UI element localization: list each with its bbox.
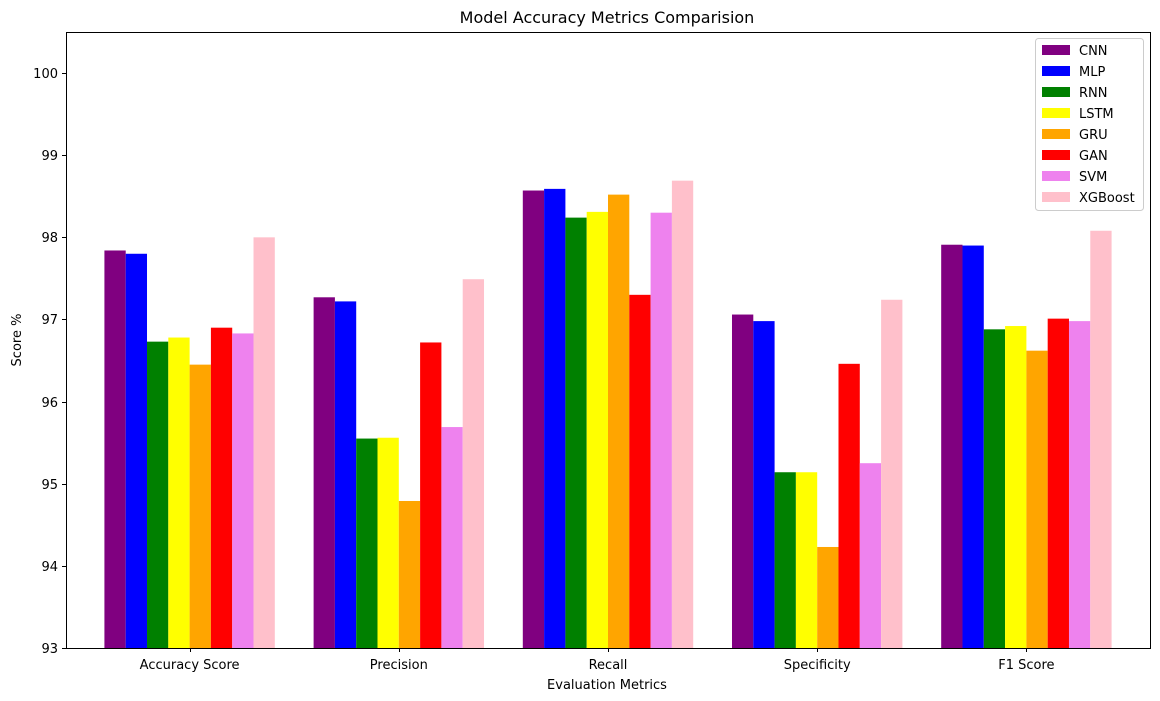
x-tick-label: Accuracy Score xyxy=(140,658,240,673)
bar-mlp-f1-score xyxy=(962,245,984,648)
legend-swatch-mlp xyxy=(1042,66,1070,76)
bar-xgboost-specificity xyxy=(881,299,903,648)
bar-rnn-precision xyxy=(356,438,378,648)
bar-xgboost-accuracy-score xyxy=(253,237,275,649)
bar-cnn-specificity xyxy=(731,314,754,648)
bars-group xyxy=(104,180,1112,649)
bar-lstm-specificity xyxy=(795,472,818,648)
y-tick-label: 95 xyxy=(41,478,58,493)
bar-svm-accuracy-score xyxy=(232,333,254,648)
y-tick-label: 100 xyxy=(33,67,58,82)
y-axis-label: Score % xyxy=(10,314,25,367)
x-tick-label: F1 Score xyxy=(998,658,1054,673)
legend-box xyxy=(1035,38,1144,211)
legend-swatch-cnn xyxy=(1042,45,1070,55)
legend-label-svm: SVM xyxy=(1079,170,1107,185)
legend-label-lstm: LSTM xyxy=(1079,107,1114,122)
y-tick-label: 93 xyxy=(41,642,58,657)
bar-mlp-recall xyxy=(544,188,566,648)
x-tick-label: Specificity xyxy=(784,658,851,673)
y-tick-label: 98 xyxy=(41,231,58,246)
legend-swatch-lstm xyxy=(1042,108,1070,118)
y-axis: 93 94 95 96 97 98 99 100 xyxy=(33,67,66,657)
bar-gru-f1-score xyxy=(1026,350,1048,648)
bar-gru-precision xyxy=(398,500,421,648)
bar-gan-recall xyxy=(629,294,651,648)
bar-cnn-accuracy-score xyxy=(104,250,126,648)
legend-label-gru: GRU xyxy=(1079,128,1108,143)
y-tick-label: 94 xyxy=(41,560,58,575)
legend-swatch-gru xyxy=(1042,129,1070,139)
bar-rnn-recall xyxy=(565,217,587,648)
y-tick-label: 99 xyxy=(41,149,58,164)
bar-cnn-f1-score xyxy=(941,244,963,648)
bar-svm-f1-score xyxy=(1068,321,1091,648)
bar-cnn-recall xyxy=(522,190,545,648)
bar-cnn-precision xyxy=(313,297,335,648)
y-tick-label: 97 xyxy=(41,313,58,328)
bar-mlp-precision xyxy=(334,301,357,648)
legend-swatch-svm xyxy=(1042,171,1070,181)
legend: CNN MLP RNN LSTM GRU GAN SVM XGBoost xyxy=(1035,38,1144,211)
x-axis-label: Evaluation Metrics xyxy=(547,678,667,693)
bar-rnn-f1-score xyxy=(983,329,1006,648)
legend-label-rnn: RNN xyxy=(1079,86,1107,101)
legend-swatch-gan xyxy=(1042,150,1070,160)
bar-svm-specificity xyxy=(859,463,882,648)
bar-xgboost-precision xyxy=(462,279,485,648)
bar-xgboost-f1-score xyxy=(1090,230,1112,648)
x-axis: Accuracy Score Precision Recall Specificity… xyxy=(140,648,1055,673)
legend-label-mlp: MLP xyxy=(1079,65,1105,80)
legend-label-cnn: CNN xyxy=(1079,44,1108,59)
bar-gru-recall xyxy=(608,194,630,648)
bar-lstm-recall xyxy=(586,211,608,648)
bar-lstm-precision xyxy=(377,437,399,648)
bar-svm-precision xyxy=(441,427,463,648)
legend-swatch-rnn xyxy=(1042,87,1070,97)
legend-label-gan: GAN xyxy=(1079,149,1108,164)
bar-lstm-accuracy-score xyxy=(168,337,190,648)
bar-rnn-specificity xyxy=(774,472,796,648)
y-tick-label: 96 xyxy=(41,396,58,411)
bar-gan-accuracy-score xyxy=(210,327,233,648)
bar-gan-precision xyxy=(420,342,442,648)
legend-swatch-xgboost xyxy=(1042,192,1070,202)
bar-svm-recall xyxy=(650,212,672,648)
bar-mlp-specificity xyxy=(753,321,775,648)
bar-rnn-accuracy-score xyxy=(147,341,169,648)
bar-xgboost-recall xyxy=(671,180,694,649)
chart-title: Model Accuracy Metrics Comparision xyxy=(460,8,755,27)
legend-label-xgboost: XGBoost xyxy=(1079,191,1135,206)
bar-gru-accuracy-score xyxy=(189,364,211,648)
bar-mlp-accuracy-score xyxy=(125,253,148,648)
x-tick-label: Recall xyxy=(589,658,628,673)
x-tick-label: Precision xyxy=(370,658,428,673)
bar-gan-specificity xyxy=(838,363,860,648)
plot-frame xyxy=(66,32,1151,649)
bar-gan-f1-score xyxy=(1047,318,1069,648)
bar-lstm-f1-score xyxy=(1005,326,1027,648)
bar-gru-specificity xyxy=(817,546,839,648)
